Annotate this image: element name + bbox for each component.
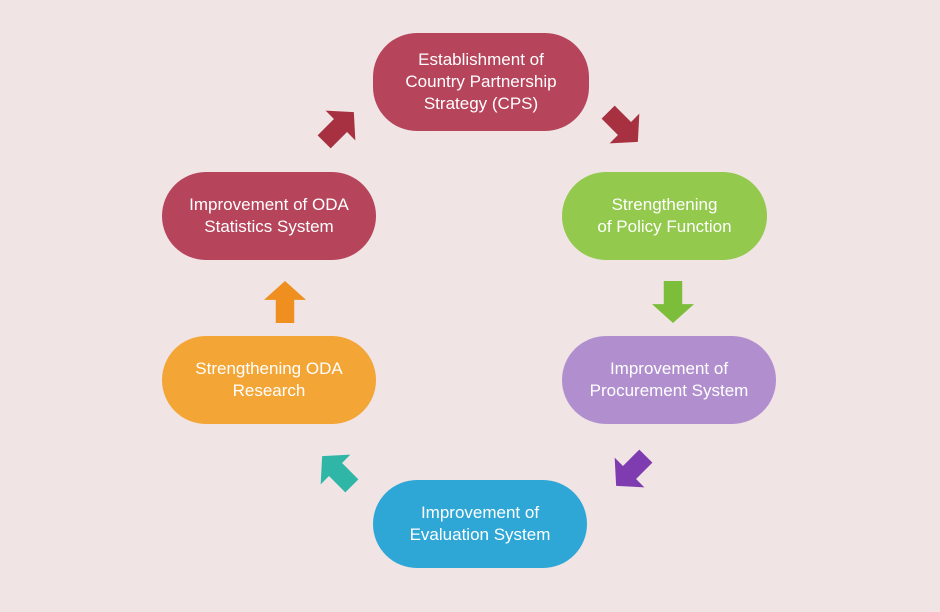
arrow-stats-to-cps xyxy=(309,97,368,156)
node-label: Strengtheningof Policy Function xyxy=(597,194,731,238)
node-stats: Improvement of ODAStatistics System xyxy=(162,172,376,260)
arrow-cps-to-policy xyxy=(593,97,652,156)
arrow-evaluation-to-research xyxy=(307,441,366,500)
node-procure: Improvement ofProcurement System xyxy=(562,336,776,424)
node-label: Improvement ofProcurement System xyxy=(590,358,749,402)
arrow-procure-to-evaluation xyxy=(601,441,660,500)
arrow-research-to-stats xyxy=(264,281,306,323)
node-label: Establishment ofCountry PartnershipStrat… xyxy=(405,49,556,115)
node-label: Improvement ofEvaluation System xyxy=(410,502,551,546)
node-label: Improvement of ODAStatistics System xyxy=(189,194,349,238)
arrow-policy-to-procure xyxy=(652,281,694,323)
node-cps: Establishment ofCountry PartnershipStrat… xyxy=(373,33,589,131)
node-label: Strengthening ODAResearch xyxy=(195,358,342,402)
node-research: Strengthening ODAResearch xyxy=(162,336,376,424)
node-evaluation: Improvement ofEvaluation System xyxy=(373,480,587,568)
node-policy: Strengtheningof Policy Function xyxy=(562,172,767,260)
circular-flow-diagram: Establishment ofCountry PartnershipStrat… xyxy=(0,0,940,612)
